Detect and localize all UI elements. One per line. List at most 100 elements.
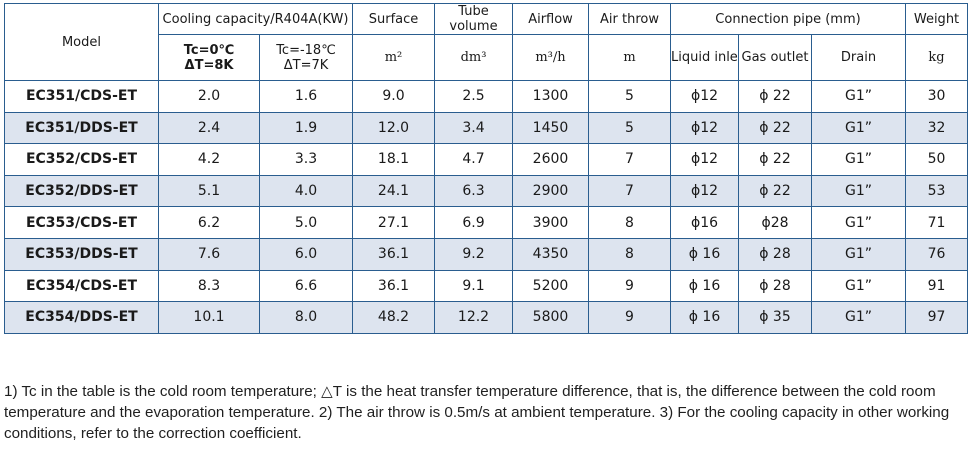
tube-volume-cell: 2.5: [434, 80, 513, 113]
air-throw-cell: 9: [588, 269, 671, 303]
liquid-inlet-cell: ϕ12: [670, 143, 739, 176]
cooling-capacity-tc0-cell: 7.6: [158, 237, 260, 271]
model-cell: EC354/CDS-ET: [4, 269, 159, 303]
gas-outlet-cell: ϕ 22: [738, 143, 812, 176]
drain-cell: G1”: [810, 111, 907, 145]
table-row: EC352/DDS-ET 5.1 4.0 24.1 6.3 2900 7 ϕ12 ϕ 22 G1”…: [4, 174, 969, 208]
surface-cell: 36.1: [352, 269, 435, 303]
gas-outlet-cell: ϕ 22: [738, 111, 812, 145]
airflow-cell: 5200: [512, 269, 589, 303]
liquid-inlet-cell: ϕ12: [670, 174, 739, 208]
table-row: EC354/DDS-ET 10.1 8.0 48.2 12.2 5800 9 ϕ 16 ϕ 35…: [4, 301, 969, 334]
model-cell: EC353/CDS-ET: [4, 206, 159, 239]
model-cell: EC352/CDS-ET: [4, 143, 159, 176]
liquid-inlet-cell: ϕ16: [670, 206, 739, 239]
airflow-unit: m³/h: [512, 34, 589, 81]
cooling-capacity-tc18-cell: 6.6: [259, 269, 353, 303]
gas-outlet-cell: ϕ 22: [738, 80, 812, 113]
table-row: EC352/CDS-ET 4.2 3.3 18.1 4.7 2600 7 ϕ12 ϕ 22 G1”…: [4, 143, 969, 176]
cooling-capacity-tc18-cell: 6.0: [259, 237, 353, 271]
weight-cell: 97: [905, 301, 969, 334]
gas-outlet-cell: ϕ 22: [738, 174, 812, 208]
air-throw-cell: 8: [588, 237, 671, 271]
table-row: EC351/DDS-ET 2.4 1.9 12.0 3.4 1450 5 ϕ12 ϕ 22 G1”…: [4, 111, 969, 145]
footnotes: 1) Tc in the table is the cold room temp…: [4, 383, 950, 442]
tube-volume-cell: 6.9: [434, 206, 513, 239]
surface-cell: 48.2: [352, 301, 435, 334]
tube-volume-header: Tube volume: [434, 3, 513, 35]
airflow-cell: 3900: [512, 206, 589, 239]
gas-outlet-cell: ϕ28: [738, 206, 812, 239]
cooling-capacity-tc18-cell: 5.0: [259, 206, 353, 239]
airflow-header: Airflow: [512, 3, 589, 35]
tc18-line2: ΔT=7K: [283, 57, 329, 73]
air-throw-cell: 5: [588, 111, 671, 145]
weight-cell: 76: [905, 237, 969, 271]
liquid-inlet-cell: ϕ 16: [670, 269, 739, 303]
air-throw-cell: 8: [588, 206, 671, 239]
cooling-capacity-tc0-cell: 5.1: [158, 174, 260, 208]
table-row: EC354/CDS-ET 8.3 6.6 36.1 9.1 5200 9 ϕ 16 ϕ 28 G1…: [4, 269, 969, 303]
air-throw-header: Air throw: [588, 3, 671, 35]
liquid-inlet-cell: ϕ12: [670, 80, 739, 113]
table-row: EC353/CDS-ET 6.2 5.0 27.1 6.9 3900 8 ϕ16 ϕ28 G1” 7…: [4, 206, 969, 239]
drain-cell: G1”: [810, 206, 907, 239]
surface-unit: m²: [352, 34, 435, 81]
header-row-1: Model Cooling capacity/R404A(KW) Surface…: [4, 3, 969, 81]
airflow-cell: 5800: [512, 301, 589, 334]
cooling-capacity-tc0-cell: 6.2: [158, 206, 260, 239]
table-body: EC351/CDS-ET 2.0 1.6 9.0 2.5 1300 5 ϕ12 ϕ 22 G1” 3…: [4, 80, 969, 334]
cooling-capacity-tc0-cell: 10.1: [158, 301, 260, 334]
surface-cell: 24.1: [352, 174, 435, 208]
tc18-header: Tc=-18℃ ΔT=7K: [259, 34, 353, 81]
cooling-capacity-tc0-cell: 8.3: [158, 269, 260, 303]
cooling-capacity-header: Cooling capacity/R404A(KW): [158, 3, 353, 35]
gas-outlet-header: Gas outlet: [738, 34, 812, 81]
connection-pipe-header: Connection pipe (mm): [669, 3, 907, 35]
header-row-2: Tc=0℃ ΔT=8K Tc=-18℃ ΔT=7K m² dm³ m³/h m …: [5, 34, 969, 81]
airflow-cell: 1300: [512, 80, 589, 113]
tc18-line1: Tc=-18℃: [276, 42, 336, 58]
liquid-inlet-cell: ϕ 16: [670, 301, 739, 334]
weight-cell: 71: [905, 206, 969, 239]
liquid-inlet-cell: ϕ 16: [670, 237, 739, 271]
tc0-line1: Tc=0℃: [183, 42, 235, 58]
weight-cell: 30: [905, 80, 969, 113]
weight-unit: kg: [905, 34, 969, 81]
cooling-capacity-tc18-cell: 1.6: [259, 80, 353, 113]
tube-volume-cell: 4.7: [434, 143, 513, 176]
gas-outlet-cell: ϕ 28: [738, 237, 812, 271]
model-cell: EC352/DDS-ET: [4, 174, 159, 208]
drain-cell: G1”: [810, 301, 907, 334]
airflow-cell: 4350: [512, 237, 589, 271]
airflow-cell: 1450: [512, 111, 589, 145]
air-throw-cell: 7: [588, 174, 671, 208]
tube-volume-cell: 3.4: [434, 111, 513, 145]
weight-cell: 53: [905, 174, 969, 208]
model-cell: EC351/DDS-ET: [4, 111, 159, 145]
drain-cell: G1”: [810, 269, 907, 303]
weight-cell: 91: [905, 269, 969, 303]
liquid-inlet-cell: ϕ12: [670, 111, 739, 145]
tube-volume-cell: 9.1: [434, 269, 513, 303]
cooling-capacity-tc0-cell: 4.2: [158, 143, 260, 176]
liquid-inlet-header: Liquid inlet: [670, 34, 739, 81]
model-cell: EC351/CDS-ET: [4, 80, 159, 113]
cooling-capacity-tc18-cell: 4.0: [259, 174, 353, 208]
tube-volume-cell: 6.3: [434, 174, 513, 208]
model-cell: EC354/DDS-ET: [4, 301, 159, 334]
drain-cell: G1”: [810, 143, 907, 176]
air-throw-cell: 9: [588, 301, 671, 334]
tc0-line2: ΔT=8K: [184, 57, 234, 73]
tube-volume-unit: dm³: [434, 34, 513, 81]
tube-volume-cell: 9.2: [434, 237, 513, 271]
air-throw-cell: 7: [588, 143, 671, 176]
surface-cell: 9.0: [352, 80, 435, 113]
weight-header: Weight: [905, 3, 969, 35]
airflow-cell: 2900: [512, 174, 589, 208]
gas-outlet-cell: ϕ 35: [738, 301, 812, 334]
tc0-header: Tc=0℃ ΔT=8K: [158, 34, 260, 81]
surface-header: Surface: [352, 3, 435, 35]
cooling-capacity-tc18-cell: 8.0: [259, 301, 353, 334]
drain-cell: G1”: [810, 174, 907, 208]
